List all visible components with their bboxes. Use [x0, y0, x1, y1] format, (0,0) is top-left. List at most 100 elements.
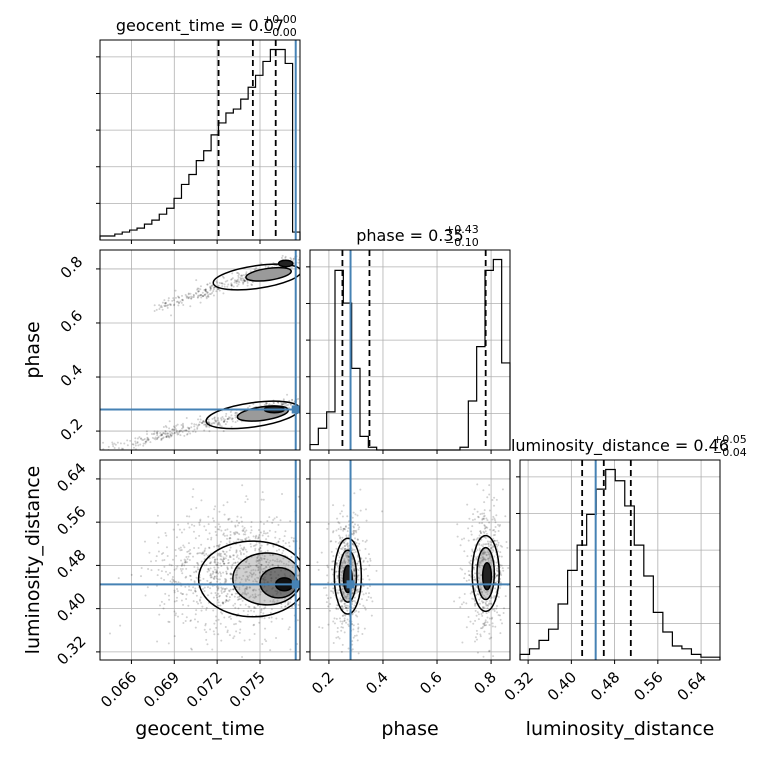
sample-point [121, 447, 124, 450]
sample-point [495, 607, 498, 610]
sample-point [261, 553, 264, 556]
sample-point [488, 553, 491, 556]
sample-point [176, 423, 179, 426]
sample-point [342, 527, 345, 530]
sample-point [357, 555, 360, 558]
sample-point [174, 289, 177, 292]
sample-point [146, 433, 149, 436]
sample-point [168, 436, 171, 439]
sample-point [160, 433, 163, 436]
sample-point [166, 555, 169, 558]
sample-point [204, 288, 207, 291]
sample-point [214, 571, 217, 574]
sample-point [481, 522, 484, 525]
sample-point [229, 410, 232, 413]
y-tick-label: 0.8 [57, 253, 87, 283]
sample-point [164, 429, 167, 432]
sample-point [488, 557, 491, 560]
sample-point [205, 425, 208, 428]
sample-point [269, 554, 272, 557]
sample-point [197, 290, 200, 293]
sample-point [499, 632, 502, 635]
sample-point [281, 552, 284, 555]
sample-point [237, 598, 240, 601]
sample-point [201, 291, 204, 294]
sample-point [208, 422, 211, 425]
sample-point [161, 301, 164, 304]
sample-point [218, 578, 221, 581]
sample-point [255, 560, 258, 563]
sample-point [215, 280, 218, 283]
sample-point [112, 451, 114, 453]
sample-point [172, 425, 175, 428]
sample-point [222, 504, 225, 507]
sample-point [248, 638, 251, 641]
sample-point [178, 430, 181, 433]
y-tick-label: 0.32 [53, 632, 89, 668]
contour [212, 263, 300, 291]
sample-point [264, 565, 267, 568]
sample-point [365, 539, 368, 542]
sample-point [250, 572, 253, 575]
sample-point [321, 626, 324, 629]
sample-point [188, 552, 191, 555]
sample-point [361, 633, 364, 636]
sample-point [357, 590, 360, 593]
sample-point [206, 283, 209, 286]
sample-point [502, 612, 505, 615]
sample-point [232, 554, 235, 557]
sample-point [490, 617, 493, 620]
sample-point [225, 554, 228, 557]
sample-point [473, 599, 476, 602]
sample-point [470, 554, 473, 557]
sample-point [356, 574, 359, 577]
sample-point [146, 586, 149, 589]
sample-point [244, 571, 247, 574]
sample-point [217, 544, 220, 547]
sample-point [340, 629, 343, 632]
sample-point [264, 627, 267, 630]
sample-point [481, 606, 484, 609]
sample-point [217, 284, 220, 287]
sample-point [190, 647, 193, 650]
sample-point [254, 607, 257, 610]
sample-point [497, 544, 500, 547]
sample-point [222, 557, 225, 560]
sample-point [183, 546, 186, 549]
sample-point [209, 286, 212, 289]
sample-point [303, 516, 305, 518]
sample-point [190, 648, 193, 651]
sample-point [353, 569, 356, 572]
sample-point [484, 620, 487, 623]
sample-point [241, 525, 244, 528]
sample-point [208, 293, 211, 296]
sample-point [330, 540, 333, 543]
sample-point [479, 602, 482, 605]
sample-point [225, 599, 228, 602]
sample-point [343, 620, 346, 623]
sample-point [199, 285, 202, 288]
sample-point [119, 442, 122, 445]
sample-point [205, 631, 208, 634]
title-geocent-time-sub: −0.00 [263, 26, 297, 39]
sample-point [344, 525, 347, 528]
sample-point [169, 304, 172, 307]
sample-point [475, 614, 478, 617]
sample-point [351, 600, 354, 603]
sample-point [238, 586, 241, 589]
sample-point [220, 425, 223, 428]
sample-point [477, 572, 480, 575]
sample-point [195, 609, 198, 612]
sample-point [206, 283, 209, 286]
sample-point [237, 567, 240, 570]
sample-point [485, 600, 488, 603]
sample-point [270, 608, 273, 611]
sample-point [116, 441, 119, 444]
sample-point [339, 597, 342, 600]
sample-point [483, 549, 486, 552]
sample-point [192, 294, 195, 297]
sample-point [186, 433, 189, 436]
sample-point [331, 590, 334, 593]
sample-point [188, 585, 191, 588]
sample-point [203, 294, 206, 297]
